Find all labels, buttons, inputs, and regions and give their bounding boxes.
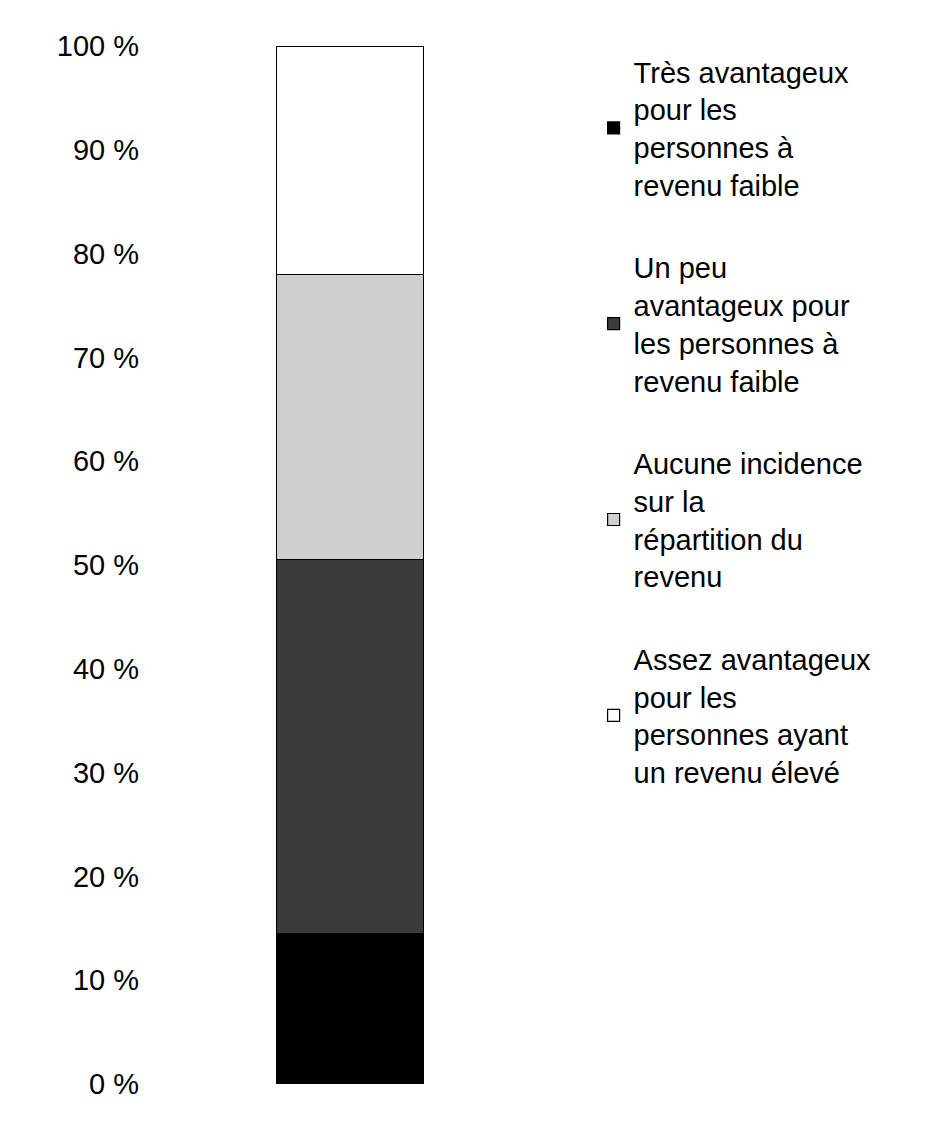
svg-text:90 %: 90 %	[73, 134, 139, 166]
svg-text:Assez avantageuxpour lesperson: Assez avantageuxpour lespersonnes ayantu…	[634, 644, 871, 789]
svg-text:Aucune incidencesur larépartit: Aucune incidencesur larépartition dureve…	[634, 448, 863, 593]
svg-text:Très avantageuxpour lespersonn: Très avantageuxpour lespersonnes àrevenu…	[634, 57, 849, 202]
svg-text:80 %: 80 %	[73, 238, 139, 270]
svg-text:20 %: 20 %	[73, 861, 139, 893]
svg-text:Un peuavantageux pourles perso: Un peuavantageux pourles personnes àreve…	[634, 252, 850, 397]
svg-text:10 %: 10 %	[73, 964, 139, 996]
svg-text:30 %: 30 %	[73, 757, 139, 789]
svg-text:40 %: 40 %	[73, 653, 139, 685]
svg-text:70 %: 70 %	[73, 342, 139, 374]
svg-text:50 %: 50 %	[73, 549, 139, 581]
svg-text:0 %: 0 %	[89, 1068, 139, 1100]
svg-text:100 %: 100 %	[57, 30, 139, 62]
svg-text:60 %: 60 %	[73, 445, 139, 477]
